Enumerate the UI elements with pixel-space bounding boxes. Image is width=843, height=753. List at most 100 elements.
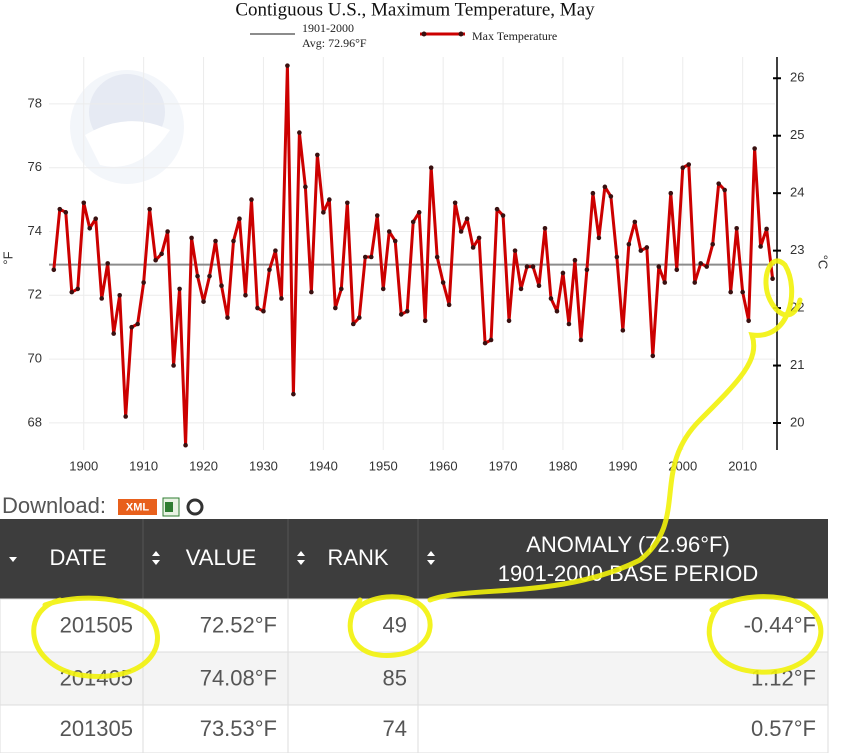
x-tick-label: 1960 (429, 458, 458, 473)
data-point (309, 289, 314, 295)
data-point (590, 190, 596, 196)
data-point (183, 442, 188, 448)
data-point (698, 261, 704, 266)
data-point (452, 200, 458, 206)
x-tick-label: 1910 (129, 458, 158, 473)
data-point (434, 254, 440, 260)
download-label: Download: (2, 493, 106, 518)
y-axis-label: °F (0, 251, 15, 264)
sort-icon[interactable] (9, 557, 17, 562)
data-point (362, 254, 368, 260)
xml-button[interactable] (118, 499, 157, 515)
data-point (171, 363, 176, 368)
data-point (111, 331, 116, 336)
data-point (356, 315, 362, 320)
table-cell: 0.57°F (751, 716, 816, 741)
data-point (668, 190, 674, 196)
data-point (470, 245, 476, 250)
data-point (380, 286, 386, 292)
data-point (129, 324, 134, 330)
other-download-button[interactable] (186, 498, 204, 516)
column-header: VALUE (186, 545, 257, 570)
data-point (686, 162, 692, 167)
data-point (446, 302, 452, 308)
legend-average-label: Avg: 72.96°F (302, 36, 367, 50)
table-cell: 74.08°F (200, 665, 277, 690)
data-point (560, 270, 566, 276)
data-point (440, 280, 446, 285)
data-point (770, 276, 775, 282)
x-tick-label: 1920 (189, 458, 218, 473)
data-point (267, 267, 272, 273)
data-point (602, 184, 608, 190)
data-point (93, 216, 99, 222)
y-tick-label: 78 (28, 95, 42, 110)
data-point (692, 280, 698, 285)
data-point (548, 296, 554, 301)
data-point (321, 210, 326, 215)
data-point (243, 292, 248, 298)
highlight-date (31, 595, 160, 679)
data-point (57, 206, 63, 212)
x-tick-label: 1980 (548, 458, 577, 473)
data-point (117, 292, 122, 298)
data-point (416, 210, 422, 215)
data-point (213, 238, 218, 244)
data-point (392, 238, 398, 244)
grid (49, 57, 775, 450)
data-point (410, 219, 416, 225)
y2-axis-label: °C (816, 255, 831, 270)
table-cell: 73.53°F (200, 716, 277, 741)
data-point (315, 152, 320, 158)
data-point (153, 257, 158, 263)
rank-link[interactable]: 49 (383, 612, 407, 637)
excel-icon-mark (165, 502, 173, 512)
sort-icon[interactable] (152, 551, 160, 565)
highlight-rank (347, 594, 433, 658)
legend-average-label: 1901-2000 (302, 21, 354, 35)
data-point (614, 254, 620, 260)
data-point (752, 146, 757, 151)
data-point (506, 318, 512, 324)
data-point (518, 286, 524, 292)
data-point (225, 315, 230, 320)
data-point (680, 165, 686, 170)
data-point (368, 254, 374, 260)
y2-tick-label: 20 (790, 414, 804, 429)
y-tick-label: 74 (28, 223, 42, 238)
data-point (464, 216, 470, 222)
table-cell: 201305 (60, 716, 133, 741)
data-point (644, 245, 650, 250)
data-point (135, 321, 140, 327)
sort-icon[interactable] (297, 551, 305, 565)
chart-title: Contiguous U.S., Maximum Temperature, Ma… (235, 0, 595, 20)
data-point (261, 308, 266, 314)
data-point (327, 197, 332, 202)
sort-icon[interactable] (427, 551, 435, 565)
xml-button-label[interactable]: XML (126, 501, 150, 513)
data-point (662, 280, 668, 285)
table-cell: 201505 (60, 612, 133, 637)
data-point (255, 305, 260, 311)
logo-bird (85, 121, 170, 167)
y-tick-label: 68 (28, 414, 42, 429)
data-point (656, 264, 662, 269)
y2-tick-label: 25 (790, 127, 804, 142)
data-point (195, 273, 200, 279)
rank-link[interactable]: 74 (383, 716, 407, 741)
data-point (428, 165, 434, 170)
data-point (81, 200, 87, 206)
noaa-logo (70, 70, 184, 184)
column-header: ANOMALY (72.96°F) (526, 532, 730, 557)
data-point (87, 225, 93, 231)
data-point (63, 210, 69, 215)
data-point (554, 308, 560, 314)
data-point (458, 229, 464, 234)
data-point (722, 187, 727, 193)
annotations (31, 258, 824, 679)
data-point (728, 289, 733, 295)
data-point (398, 312, 404, 317)
data-point (297, 130, 302, 135)
rank-link[interactable]: 85 (383, 665, 407, 690)
x-tick-label: 1990 (608, 458, 637, 473)
